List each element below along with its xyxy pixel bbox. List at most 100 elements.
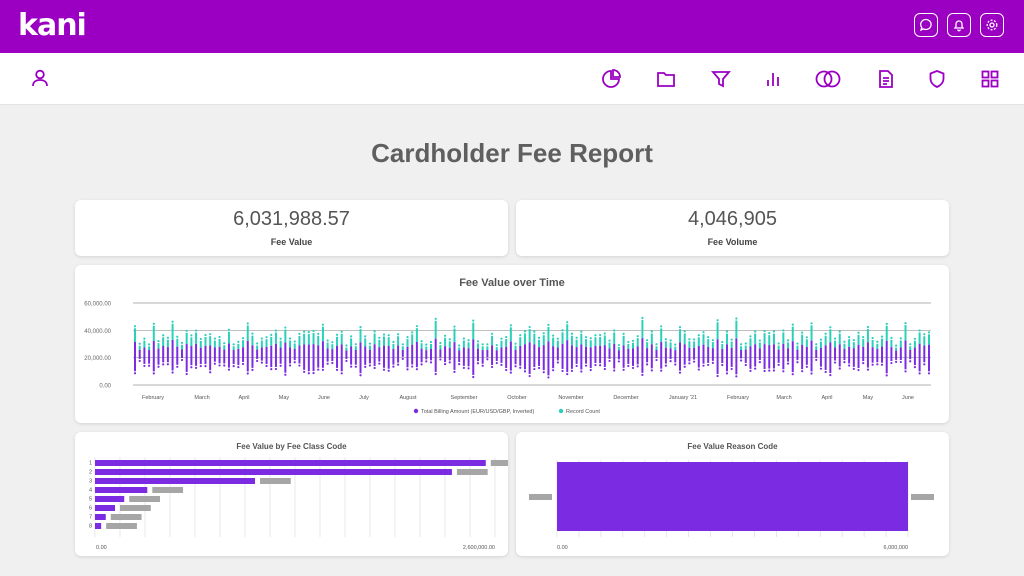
point-record-count [857, 331, 860, 334]
gear-icon[interactable] [980, 13, 1004, 37]
point-billing-amount [194, 366, 198, 369]
point-billing-amount [162, 363, 165, 366]
x-tick-label: October [507, 395, 527, 401]
point-record-count [523, 330, 527, 333]
point-record-count [589, 337, 592, 340]
bar-secondary [260, 478, 291, 484]
point-record-count [298, 332, 301, 335]
x-tick-label: 2,600,000.00 [463, 545, 495, 551]
point-billing-amount [312, 371, 315, 375]
pie-chart-icon[interactable] [600, 68, 622, 90]
point-billing-amount [772, 369, 776, 372]
point-billing-amount [331, 361, 334, 365]
point-billing-amount [260, 361, 263, 364]
point-billing-amount [688, 362, 691, 365]
point-billing-amount [279, 364, 282, 367]
point-record-count [829, 326, 832, 329]
grid-icon[interactable] [979, 68, 1001, 90]
point-record-count [406, 336, 409, 339]
point-record-count [490, 332, 494, 335]
point-record-count [401, 343, 404, 346]
point-billing-amount [561, 369, 564, 373]
point-billing-amount [387, 369, 390, 372]
bar-fee-class [95, 505, 115, 511]
point-record-count [899, 337, 902, 340]
point-record-count [166, 336, 169, 339]
point-record-count [871, 336, 874, 340]
point-billing-amount [180, 358, 184, 362]
point-billing-amount [650, 369, 653, 372]
point-record-count [373, 330, 376, 333]
point-record-count [279, 337, 282, 340]
time-series-chart[interactable]: 60,000.00 40,000.00 20,000.00 0.00 February M… [75, 265, 949, 423]
bar-right-marker [911, 494, 934, 500]
bar-secondary [490, 460, 508, 466]
point-billing-amount [293, 361, 296, 364]
point-billing-amount [218, 364, 221, 367]
kani-logo[interactable]: kani [18, 8, 87, 43]
point-record-count [575, 336, 578, 339]
point-record-count [660, 325, 663, 328]
point-record-count [392, 340, 395, 344]
point-billing-amount [397, 363, 400, 366]
point-billing-amount [885, 374, 888, 377]
legend-label-record-count: Record Count [566, 409, 600, 415]
shield-icon[interactable] [926, 68, 948, 90]
point-record-count [288, 337, 292, 340]
chart-card-fee-value-over-time: Fee Value over Time 60,000.00 40,000.00 20… [75, 265, 949, 423]
document-icon[interactable] [875, 68, 897, 90]
point-record-count [171, 320, 174, 323]
point-record-count [340, 330, 343, 333]
user-icon[interactable] [30, 68, 50, 93]
chat-icon[interactable] [914, 13, 938, 37]
bar-fee-class [95, 514, 106, 520]
point-billing-amount [406, 368, 409, 371]
bar-fee-class [95, 478, 255, 484]
point-billing-amount [298, 364, 301, 367]
chart-title: Fee Value over Time [459, 277, 565, 289]
point-billing-amount [613, 369, 616, 372]
point-record-count [650, 330, 653, 333]
point-billing-amount [523, 370, 527, 373]
point-billing-amount [401, 357, 404, 360]
point-billing-amount [655, 358, 658, 362]
point-billing-amount [537, 366, 541, 370]
category-label: 5 [89, 497, 92, 503]
point-billing-amount [190, 366, 193, 369]
folder-icon[interactable] [655, 68, 677, 90]
point-record-count [246, 322, 249, 325]
category-label: 6 [89, 506, 92, 512]
circles-icon[interactable] [814, 68, 842, 90]
point-billing-amount [584, 364, 588, 367]
x-tick-label: July [359, 395, 369, 401]
point-record-count [378, 336, 381, 339]
point-record-count [678, 326, 682, 329]
point-record-count [570, 332, 574, 335]
point-billing-amount [838, 367, 841, 370]
y-tick-label: 40,000.00 [84, 329, 111, 335]
bar-secondary [456, 469, 488, 475]
fee-class-chart[interactable]: 1 2 3 4 5 6 7 8 0.00 2,600,000.00 [75, 432, 508, 556]
point-record-count [843, 340, 846, 343]
point-billing-amount [453, 370, 456, 373]
reason-code-chart[interactable]: 0.00 6,000,000 [516, 432, 949, 556]
point-billing-amount [843, 361, 846, 364]
point-record-count [683, 330, 686, 333]
bell-icon[interactable] [947, 13, 971, 37]
point-billing-amount [274, 367, 278, 371]
point-billing-amount [599, 364, 602, 367]
point-billing-amount [777, 363, 780, 366]
point-billing-amount [913, 366, 917, 369]
point-record-count [876, 340, 879, 343]
point-record-count [613, 329, 616, 332]
point-record-count [274, 329, 278, 332]
point-record-count [646, 339, 649, 342]
point-record-count [462, 337, 465, 340]
filter-icon[interactable] [710, 68, 732, 90]
point-billing-amount [270, 368, 273, 371]
bar-chart-icon[interactable] [762, 68, 784, 90]
point-billing-amount [570, 369, 574, 372]
point-billing-amount [674, 363, 677, 366]
point-billing-amount [434, 372, 437, 376]
point-billing-amount [603, 367, 606, 371]
